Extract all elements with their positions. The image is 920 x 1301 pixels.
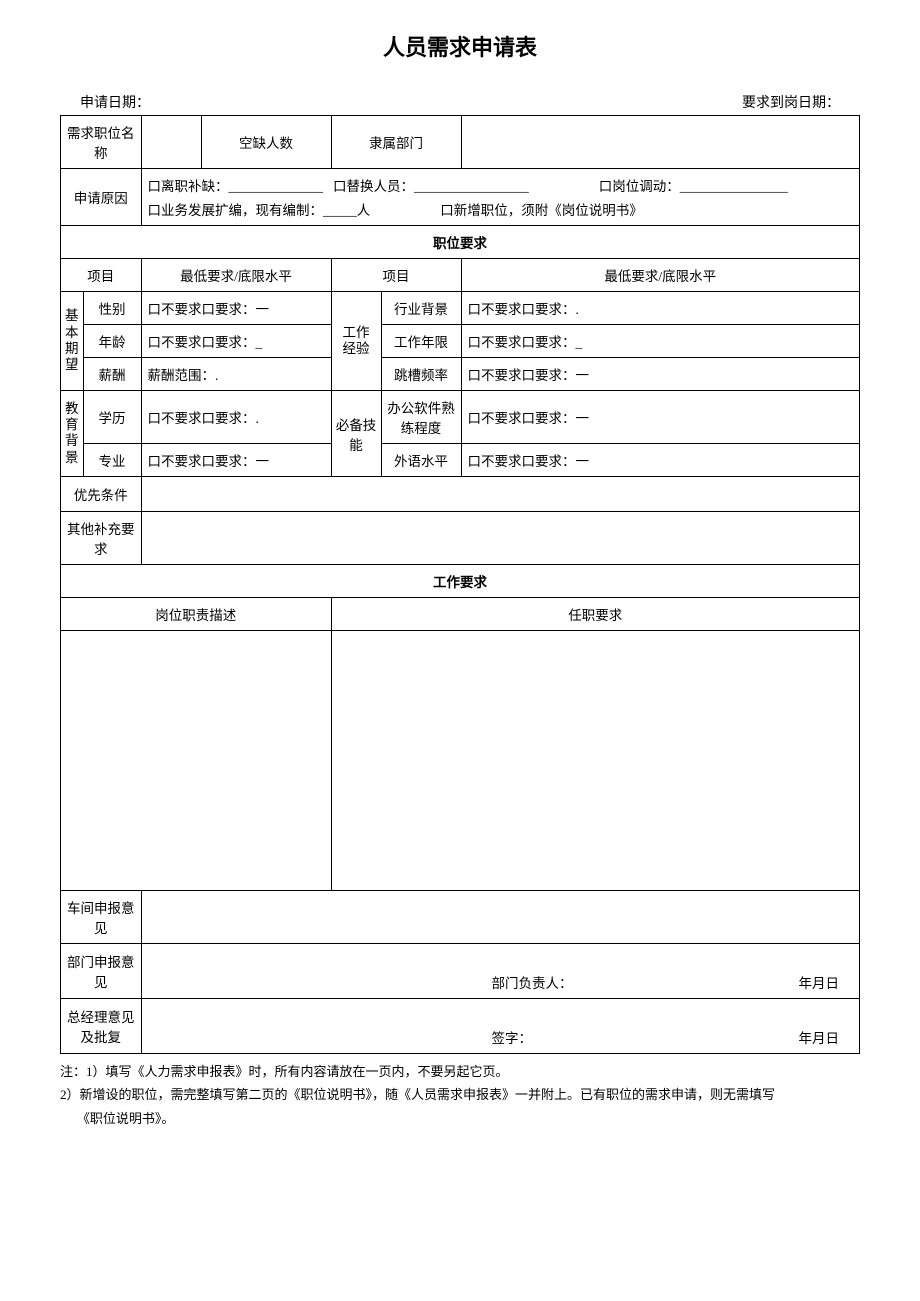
other-value[interactable] [141, 512, 860, 565]
job-desc-header: 岗位职责描述 [61, 598, 332, 631]
apply-date-label: 申请日期： [80, 92, 150, 112]
reason-expand: 口业务发展扩编，现有编制：_____人 [148, 199, 371, 219]
other-label: 其他补充要求 [61, 512, 142, 565]
note-3: 《职位说明书》。 [60, 1107, 860, 1130]
major-label: 专业 [83, 444, 141, 477]
office-label: 办公软件熟练程度 [381, 391, 461, 444]
gm-sig-label: 签字： [492, 1027, 533, 1047]
job-req-content[interactable] [331, 631, 860, 891]
form-title: 人员需求申请表 [60, 30, 860, 62]
edu-group: 教育背景 [61, 391, 84, 477]
age-value[interactable]: 口不要求口要求：_ [141, 325, 331, 358]
basic-group: 基本期望 [61, 292, 84, 391]
col-minreq-2: 最低要求/底限水平 [461, 259, 860, 292]
dept-sig-label: 部门负责人： [492, 972, 573, 992]
freq-label: 跳槽频率 [381, 358, 461, 391]
reason-leave: 口离职补缺：______________ [148, 175, 324, 195]
major-value[interactable]: 口不要求口要求：一 [141, 444, 331, 477]
form-notes: 注：1）填写《人力需求申报表》时，所有内容请放在一页内，不要另起它页。 2）新增… [60, 1060, 860, 1130]
degree-value[interactable]: 口不要求口要求：. [141, 391, 331, 444]
reason-new: 口新增职位，须附《岗位说明书》 [440, 199, 643, 219]
vacancy-label: 空缺人数 [201, 116, 331, 169]
dept-value[interactable] [461, 116, 860, 169]
dept-opinion-label: 部门申报意见 [61, 944, 142, 999]
reason-transfer: 口岗位调动：________________ [599, 175, 788, 195]
lang-label: 外语水平 [381, 444, 461, 477]
gender-value[interactable]: 口不要求口要求：一 [141, 292, 331, 325]
note-2: 2）新增设的职位，需完整填写第二页的《职位说明书》，随《人员需求申报表》一并附上… [60, 1083, 860, 1106]
gm-date: 年月日 [799, 1027, 840, 1047]
years-label: 工作年限 [381, 325, 461, 358]
lang-value[interactable]: 口不要求口要求：一 [461, 444, 860, 477]
years-value[interactable]: 口不要求口要求：_ [461, 325, 860, 358]
col-minreq-1: 最低要求/底限水平 [141, 259, 331, 292]
gm-value[interactable]: 签字： 年月日 [141, 999, 860, 1054]
job-desc-content[interactable] [61, 631, 332, 891]
office-value[interactable]: 口不要求口要求：一 [461, 391, 860, 444]
industry-value[interactable]: 口不要求口要求：. [461, 292, 860, 325]
col-item-1: 项目 [61, 259, 142, 292]
salary-value[interactable]: 薪酬范围：. [141, 358, 331, 391]
priority-value[interactable] [141, 477, 860, 512]
col-item-2: 项目 [331, 259, 461, 292]
main-form-table: 需求职位名称 空缺人数 隶属部门 申请原因 口离职补缺：____________… [60, 115, 860, 1054]
priority-label: 优先条件 [61, 477, 142, 512]
dept-opinion-value[interactable]: 部门负责人： 年月日 [141, 944, 860, 999]
freq-value[interactable]: 口不要求口要求：一 [461, 358, 860, 391]
pos-req-header: 职位要求 [61, 226, 860, 259]
workshop-label: 车间申报意见 [61, 891, 142, 944]
reason-label: 申请原因 [61, 169, 142, 226]
age-label: 年龄 [83, 325, 141, 358]
arrive-date-label: 要求到岗日期： [742, 92, 840, 112]
skill-group: 必备技能 [331, 391, 381, 477]
degree-label: 学历 [83, 391, 141, 444]
position-value[interactable] [141, 116, 201, 169]
gm-label: 总经理意见及批复 [61, 999, 142, 1054]
gender-label: 性别 [83, 292, 141, 325]
note-1: 注：1）填写《人力需求申报表》时，所有内容请放在一页内，不要另起它页。 [60, 1060, 860, 1083]
job-req-header: 任职要求 [331, 598, 860, 631]
salary-label: 薪酬 [83, 358, 141, 391]
workshop-value[interactable] [141, 891, 860, 944]
reason-replace: 口替换人员：_________________ [333, 175, 529, 195]
work-group: 工作经验 [331, 292, 381, 391]
dept-date: 年月日 [799, 972, 840, 992]
dept-label: 隶属部门 [331, 116, 461, 169]
work-req-header: 工作要求 [61, 565, 860, 598]
industry-label: 行业背景 [381, 292, 461, 325]
reason-content[interactable]: 口离职补缺：______________ 口替换人员：_____________… [141, 169, 860, 226]
position-label: 需求职位名称 [61, 116, 142, 169]
date-row: 申请日期： 要求到岗日期： [60, 92, 860, 112]
